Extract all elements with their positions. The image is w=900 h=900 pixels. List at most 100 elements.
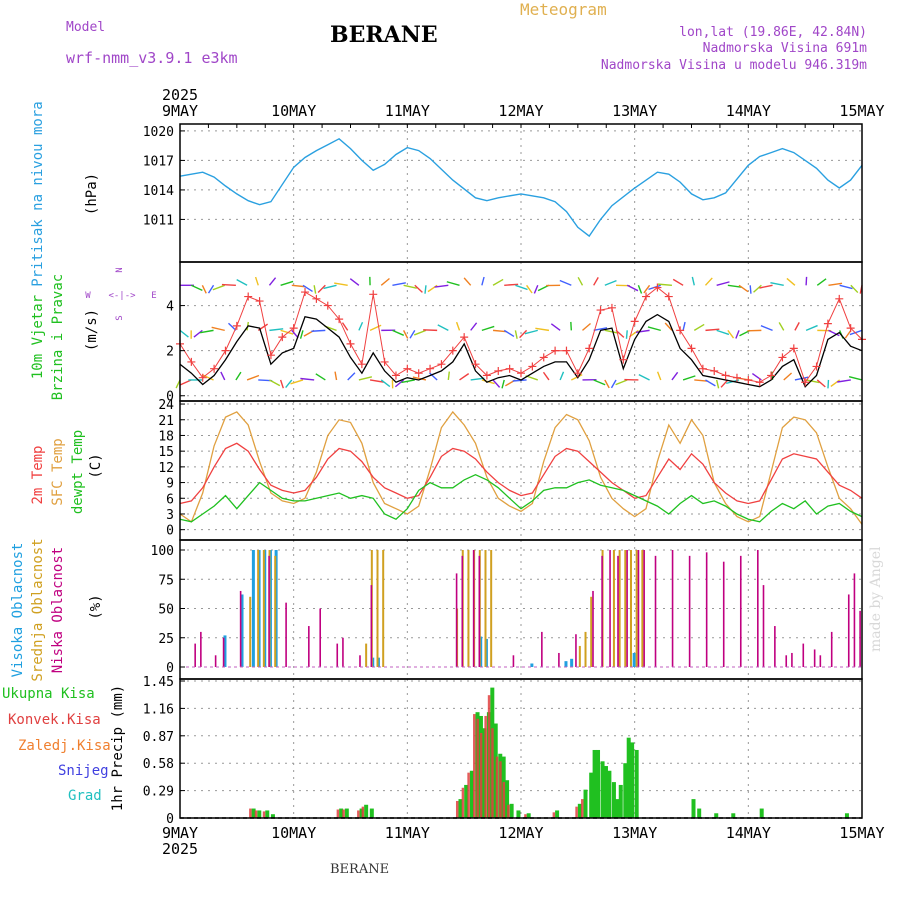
cloud-bar-low <box>558 652 560 667</box>
cloud-bar-low <box>791 652 793 667</box>
ylabel-cloud-2: Srednja Oblacnost <box>30 538 46 681</box>
precip-bar-total <box>265 810 270 818</box>
wind-gust-marker <box>710 366 719 375</box>
wind-arrow <box>749 285 752 294</box>
wind-arrow <box>582 322 591 331</box>
wind-gust-marker <box>471 360 480 369</box>
x-tick-label-top: 10MAY <box>271 102 316 120</box>
wind-arrow <box>682 375 696 381</box>
wind-arrow <box>828 329 840 337</box>
cloud-bar-high <box>240 594 244 667</box>
wind-arrow <box>828 282 843 286</box>
wind-gust-marker <box>767 371 776 380</box>
wind-arrow <box>515 284 528 291</box>
wind-arrow <box>302 284 313 293</box>
wind-gust-marker <box>630 317 639 326</box>
wind-arrow <box>593 327 608 332</box>
wind-gust-marker <box>653 283 662 292</box>
wind-arrow <box>604 329 619 334</box>
wind-gust-marker <box>687 344 696 353</box>
y-tick-label: 6 <box>166 492 174 507</box>
wind-arrow <box>311 329 326 332</box>
precip-bar-total <box>634 749 639 818</box>
precip-bar-total <box>611 782 616 818</box>
cloud-bar-low <box>762 585 765 667</box>
panel-ylabels: Pritisak na nivou mora (hPa) 10m Vjetar Brz… <box>2 101 157 811</box>
precip-bar-convective <box>552 812 556 818</box>
wind-arrow <box>610 379 617 389</box>
precip-bar-total <box>600 761 605 818</box>
wind-arrow <box>459 373 470 381</box>
model-label: Model <box>66 20 106 35</box>
wind-arrow <box>625 330 628 339</box>
wind-arrow <box>839 284 853 290</box>
cloud-bar-mid <box>376 550 379 667</box>
wind-gust-marker <box>664 292 673 301</box>
wind-gust-marker <box>323 301 332 310</box>
precip-bar-total <box>270 814 275 818</box>
precip-bar-total <box>359 808 364 818</box>
x-tick-label-bottom: 15MAY <box>839 824 884 842</box>
wind-arrow <box>805 324 818 332</box>
cloud-bar-mid <box>612 550 615 667</box>
precip-bar-total <box>731 813 736 818</box>
cloud-bar-low <box>285 602 287 667</box>
cloud-bar-low <box>370 585 373 667</box>
wind-gust-marker <box>551 346 560 355</box>
precip-bar-convective <box>455 800 459 818</box>
wind-gust-marker <box>244 292 253 301</box>
wind-arrow <box>402 330 409 339</box>
y-tick-label: 0 <box>166 661 174 676</box>
wind-arrow <box>626 284 639 292</box>
precip-bar-total <box>364 804 369 818</box>
cloud-bar-mid <box>641 550 644 667</box>
wind-arrow <box>664 322 673 331</box>
precip-bar-convective <box>484 715 487 818</box>
wind-gust-marker <box>619 355 628 364</box>
wind-gust-marker <box>585 344 594 353</box>
y-tick-label: 0 <box>166 812 174 827</box>
wind-arrow <box>643 284 651 294</box>
wind-arrow <box>830 379 841 388</box>
wind-arrow <box>254 276 259 286</box>
precip-bar-convective <box>357 810 360 818</box>
cloud-bar-low <box>643 550 645 667</box>
wind-gust-marker <box>607 303 616 312</box>
x-tick-label-top: 13MAY <box>612 102 657 120</box>
temp-2m-line <box>179 442 863 505</box>
wind-arrow <box>334 371 338 381</box>
wind-arrow <box>455 321 461 331</box>
cloud-bar-low <box>637 550 640 667</box>
cloud-bar-mid <box>629 550 632 667</box>
pressure-line <box>179 137 863 238</box>
cloud-bar-low <box>601 555 603 667</box>
y-tick-label: 25 <box>158 632 174 647</box>
wind-arrow <box>533 285 539 294</box>
wind-arrow <box>715 379 720 389</box>
wind-gust-marker <box>357 360 366 369</box>
cloud-bar-mid <box>624 550 627 667</box>
wind-gust-marker <box>642 292 651 301</box>
wind-arrow <box>190 284 203 291</box>
wind-arrow <box>786 277 796 286</box>
wind-gust-marker <box>380 357 389 366</box>
wind-arrow <box>285 379 293 388</box>
wind-arrow <box>526 284 533 294</box>
wind-arrow <box>369 379 384 383</box>
precip-bar-total <box>464 784 469 818</box>
y-tick-label: 1.16 <box>143 702 174 717</box>
wind-arrow <box>637 285 643 294</box>
wind-arrow <box>559 279 572 286</box>
wind-arrow <box>492 278 504 286</box>
precip-bar-total <box>251 808 256 818</box>
cloud-bar-low <box>813 649 816 667</box>
wind-gust-marker <box>801 378 810 387</box>
precip-bar-total <box>509 803 514 818</box>
wind-arrow <box>647 326 661 332</box>
axis-layer: 1020101710141011420242118151296301007550… <box>143 86 885 858</box>
wind-gust-marker <box>414 369 423 378</box>
x-tick-label-top: 15MAY <box>839 102 884 120</box>
precip-bar-convective <box>524 814 527 818</box>
wind-arrow <box>235 371 242 381</box>
wind-arrow <box>299 330 304 339</box>
